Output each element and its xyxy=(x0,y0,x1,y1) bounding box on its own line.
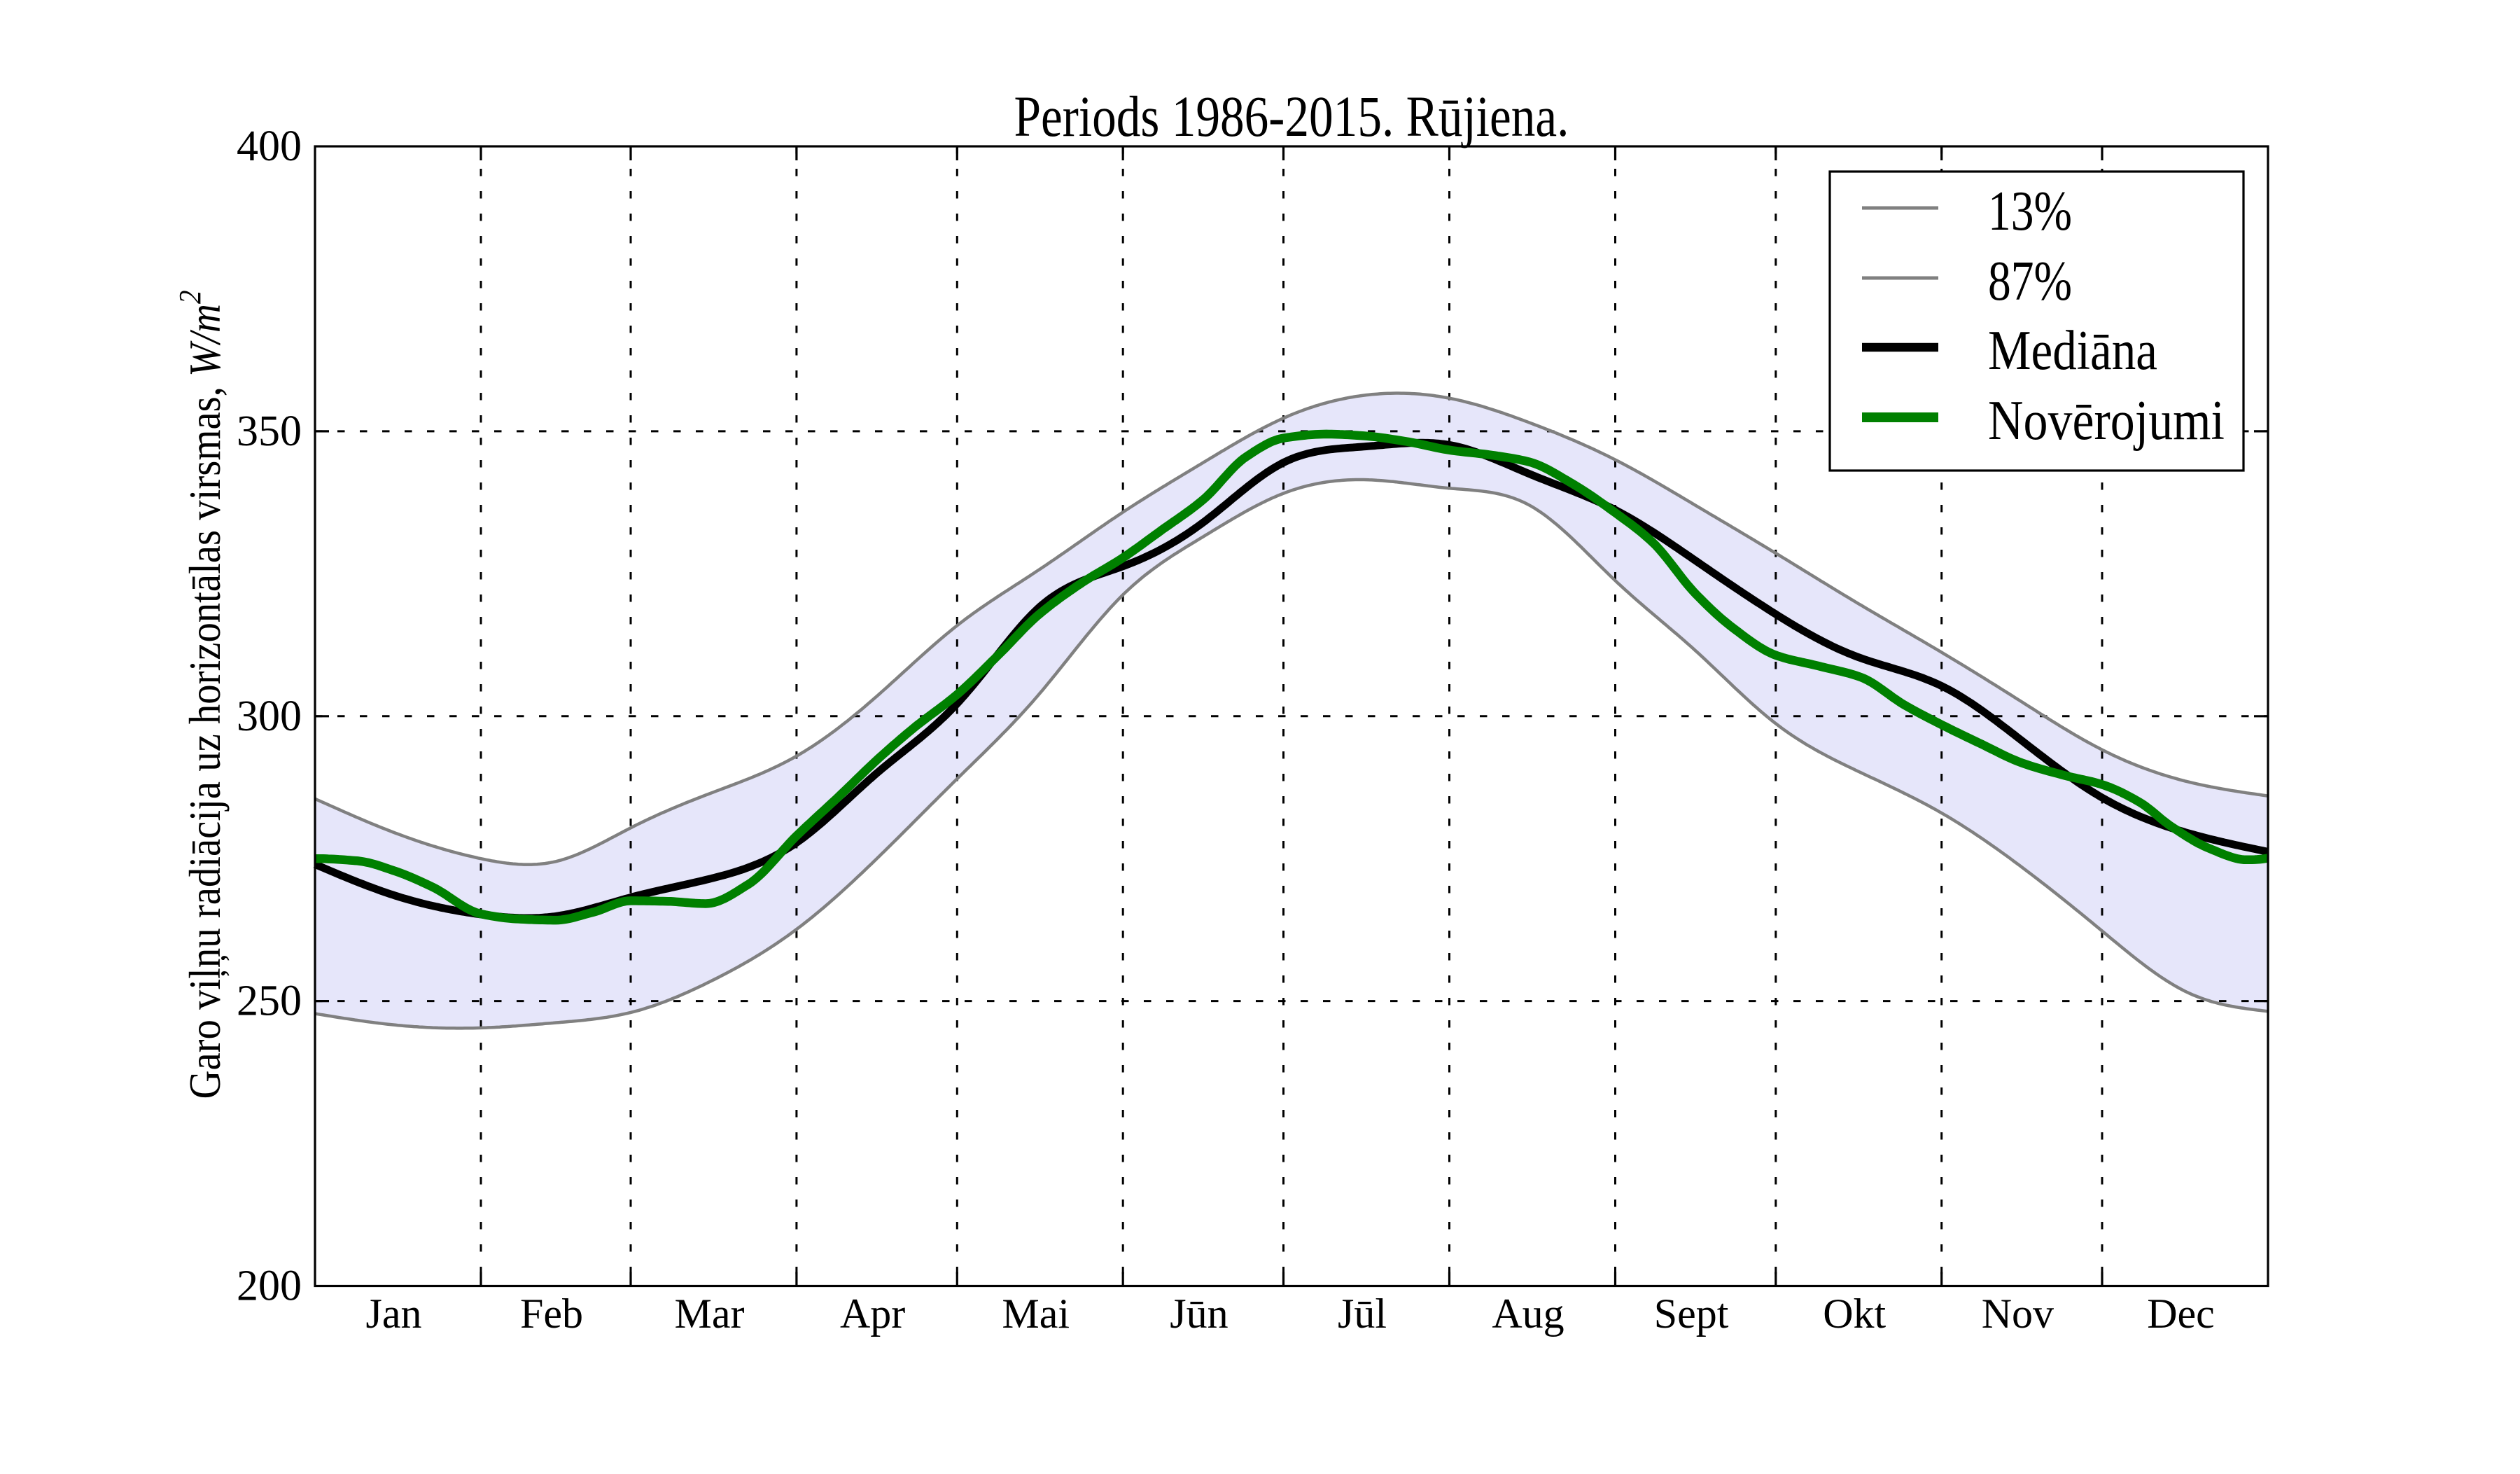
svg-text:Novērojumi: Novērojumi xyxy=(1988,390,2225,452)
svg-text:Mai: Mai xyxy=(1002,1291,1070,1337)
svg-text:Mar: Mar xyxy=(675,1291,745,1337)
svg-text:Garo viļņu radiācija uz horizo: Garo viļņu radiācija uz horizontālas vir… xyxy=(173,290,230,1099)
svg-text:Feb: Feb xyxy=(520,1291,583,1337)
svg-text:300: 300 xyxy=(237,693,302,740)
svg-text:Jūn: Jūn xyxy=(1170,1291,1228,1337)
svg-text:Nov: Nov xyxy=(1982,1291,2054,1337)
svg-text:87%: 87% xyxy=(1988,251,2072,312)
svg-text:400: 400 xyxy=(237,123,302,170)
svg-text:200: 200 xyxy=(237,1263,302,1310)
svg-text:Sept: Sept xyxy=(1654,1291,1729,1337)
svg-text:350: 350 xyxy=(237,408,302,455)
svg-text:250: 250 xyxy=(237,978,302,1025)
svg-text:Aug: Aug xyxy=(1492,1291,1564,1337)
svg-text:Mediāna: Mediāna xyxy=(1988,320,2157,382)
svg-text:Okt: Okt xyxy=(1823,1291,1886,1337)
svg-text:Jan: Jan xyxy=(366,1291,422,1337)
svg-text:13%: 13% xyxy=(1988,181,2072,242)
svg-text:Periods 1986-2015. Rūjiena.: Periods 1986-2015. Rūjiena. xyxy=(1014,84,1569,148)
svg-text:Jūl: Jūl xyxy=(1338,1291,1387,1337)
svg-text:Apr: Apr xyxy=(840,1291,905,1337)
svg-text:Dec: Dec xyxy=(2147,1291,2215,1337)
